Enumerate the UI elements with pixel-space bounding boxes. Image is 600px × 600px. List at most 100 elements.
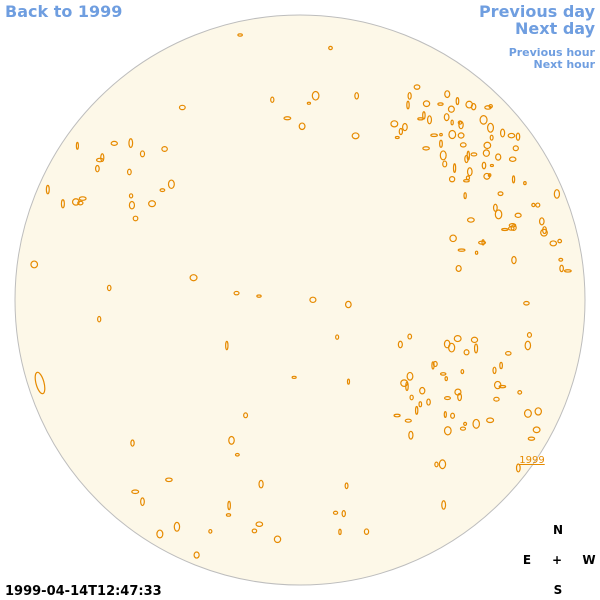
next-hour-link[interactable]: Next hour — [534, 58, 596, 71]
contour — [406, 100, 410, 110]
contour — [470, 336, 479, 344]
contour — [344, 482, 349, 490]
contour — [511, 255, 517, 265]
contour — [422, 100, 431, 108]
contour — [453, 334, 462, 343]
contour — [189, 274, 198, 282]
contour — [484, 105, 492, 110]
contour — [563, 269, 572, 273]
contour — [535, 202, 541, 208]
contour — [233, 290, 240, 296]
contour — [258, 479, 264, 489]
previous-day-link[interactable]: Previous day — [479, 2, 596, 21]
contour — [402, 122, 408, 132]
contour — [443, 410, 447, 419]
contour — [71, 198, 80, 206]
contour — [328, 45, 333, 51]
contour — [165, 477, 173, 483]
contour — [532, 426, 541, 434]
contour — [225, 513, 232, 517]
contour — [474, 250, 479, 255]
contour — [228, 435, 235, 445]
contour — [419, 386, 426, 395]
contour — [470, 152, 478, 157]
contour — [393, 413, 401, 418]
compass-east: E — [523, 553, 531, 567]
contour — [227, 500, 231, 511]
contour — [139, 150, 146, 158]
contour — [354, 92, 360, 100]
contour — [481, 239, 485, 246]
contour — [338, 528, 342, 536]
contour — [523, 181, 527, 186]
contour — [508, 223, 517, 228]
contour — [479, 115, 488, 125]
contour — [408, 430, 414, 440]
contour — [298, 122, 306, 131]
contour — [459, 426, 467, 431]
contour — [448, 175, 456, 183]
contour — [438, 459, 447, 470]
next-day-link[interactable]: Next day — [515, 19, 596, 38]
contour — [455, 264, 462, 273]
contour — [128, 193, 134, 199]
contour — [523, 409, 532, 418]
contour — [527, 436, 536, 441]
contour — [463, 349, 470, 356]
contour — [523, 300, 530, 306]
contour — [512, 145, 519, 152]
contour — [161, 146, 168, 152]
contour — [559, 264, 564, 273]
contour — [167, 179, 175, 190]
contour — [432, 360, 438, 368]
contour — [311, 90, 320, 101]
contour — [407, 91, 412, 100]
contour — [100, 153, 105, 163]
contour — [444, 90, 451, 99]
contour — [472, 418, 481, 429]
contour — [540, 228, 548, 237]
contour — [481, 161, 487, 170]
contour — [447, 105, 455, 113]
contour — [106, 284, 112, 292]
contour — [397, 340, 403, 349]
contour — [457, 248, 466, 252]
contour — [487, 173, 492, 178]
contour — [156, 529, 164, 539]
contour — [534, 407, 543, 416]
contour — [508, 156, 517, 163]
contour — [515, 132, 521, 141]
contour — [557, 238, 563, 244]
contour — [538, 217, 545, 226]
contour — [448, 342, 456, 353]
contour — [473, 343, 479, 354]
back-link[interactable]: Back to 1999 — [5, 2, 122, 21]
contour — [434, 461, 439, 468]
contour — [531, 202, 536, 208]
contour — [455, 96, 460, 106]
compass-north: N — [553, 523, 563, 537]
contour — [486, 417, 495, 424]
contour — [439, 150, 447, 161]
previous-hour-link[interactable]: Previous hour — [509, 46, 596, 59]
contour — [78, 196, 87, 201]
disk-label[interactable]: 1999 — [519, 455, 544, 466]
contour — [193, 551, 200, 559]
contour — [390, 120, 399, 128]
contour — [443, 426, 452, 436]
contour — [487, 122, 495, 133]
contour — [131, 489, 140, 495]
contour — [517, 390, 523, 395]
contour — [448, 129, 457, 140]
contour — [430, 133, 438, 138]
contour — [492, 366, 497, 375]
contour — [409, 394, 414, 401]
contour — [132, 215, 139, 222]
contour — [452, 163, 457, 174]
contour — [499, 361, 503, 370]
contour — [463, 421, 468, 426]
contour — [444, 376, 449, 382]
contour — [511, 175, 516, 184]
contour — [524, 340, 532, 351]
